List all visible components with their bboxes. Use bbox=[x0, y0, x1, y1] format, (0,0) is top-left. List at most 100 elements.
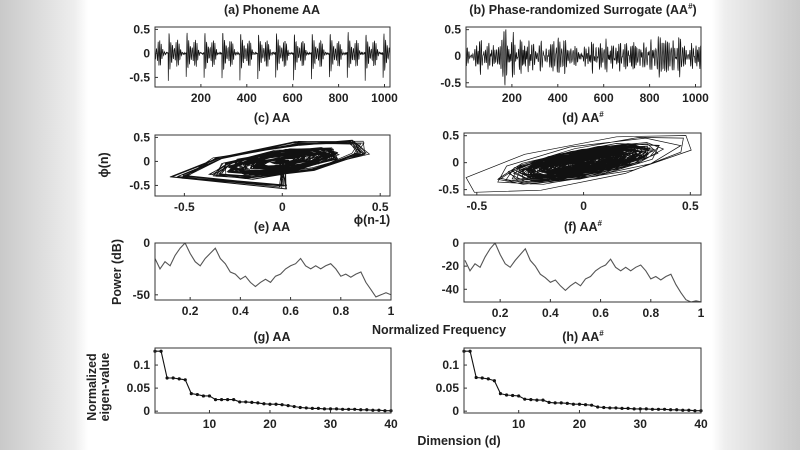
data-point-g-22 bbox=[280, 403, 284, 407]
axes-box-a bbox=[154, 26, 391, 88]
data-point-h-5 bbox=[486, 377, 490, 381]
ytick-label-g: 0.1 bbox=[133, 358, 150, 372]
ytick-label-f: 0 bbox=[452, 236, 459, 250]
ytick-label-d: 0.5 bbox=[442, 129, 459, 143]
data-point-g-23 bbox=[286, 404, 290, 408]
xtick-label-f: 1 bbox=[698, 306, 705, 320]
data-point-g-28 bbox=[316, 406, 320, 410]
data-point-h-8 bbox=[504, 393, 509, 397]
data-point-g-11 bbox=[213, 398, 218, 402]
data-point-g-39 bbox=[383, 409, 387, 413]
data-point-g-13 bbox=[226, 398, 230, 402]
data-point-g-27 bbox=[310, 406, 314, 410]
panel-c: -0.5 0 0.5 -0.5 0 0.5 bbox=[129, 130, 391, 214]
data-point-g-35 bbox=[359, 408, 363, 412]
data-point-h-30 bbox=[638, 407, 642, 411]
data-point-h-27 bbox=[620, 406, 624, 410]
ytick-label-b: 0 bbox=[454, 49, 461, 63]
title-f: (f) AA# bbox=[564, 219, 603, 234]
data-point-g-19 bbox=[262, 402, 266, 406]
title-c: (c) AA bbox=[254, 111, 290, 125]
data-point-g-37 bbox=[371, 408, 375, 412]
ytick-label-e: 0 bbox=[143, 236, 150, 250]
data-point-h-34 bbox=[662, 407, 667, 411]
data-point-h-19 bbox=[571, 402, 575, 406]
ytick-label-d: 0 bbox=[452, 156, 459, 170]
ytick-label-b: -0.5 bbox=[440, 76, 461, 90]
xtick-label-f: 0.6 bbox=[592, 306, 609, 320]
data-point-g-21 bbox=[274, 402, 278, 406]
data-point-g-14 bbox=[232, 398, 236, 402]
data-point-g-3 bbox=[165, 376, 169, 380]
series-line-g bbox=[155, 350, 391, 412]
ylabel-power: Power (dB) bbox=[110, 239, 124, 305]
xtick-label-e: 0.2 bbox=[182, 304, 199, 318]
data-point-g-20 bbox=[268, 402, 272, 406]
data-point-g-24 bbox=[292, 404, 296, 409]
ytick-label-c: 0.5 bbox=[133, 130, 150, 144]
data-point-h-13 bbox=[535, 398, 539, 402]
data-point-g-7 bbox=[189, 392, 193, 396]
data-point-g-18 bbox=[256, 401, 260, 405]
left-margin bbox=[0, 0, 88, 450]
title-d: (d) AA# bbox=[562, 110, 604, 125]
xtick-label-h: 40 bbox=[694, 417, 708, 431]
xtick-label-b: 200 bbox=[502, 91, 522, 105]
data-point-g-25 bbox=[298, 405, 302, 410]
panel-b: 200 400 600 800 1000 -0.5 0 0.5 bbox=[440, 23, 709, 105]
xtick-label-h: 30 bbox=[634, 417, 648, 431]
ylabel-eigen-value: eigen-value bbox=[98, 353, 112, 422]
data-point-g-8 bbox=[195, 392, 199, 397]
data-point-h-24 bbox=[602, 405, 606, 410]
axes-box-f bbox=[463, 242, 702, 303]
xtick-label-a: 600 bbox=[283, 91, 303, 105]
xtick-label-e: 1 bbox=[388, 304, 395, 318]
xtick-label-d: -0.5 bbox=[466, 199, 487, 213]
xtick-label-a: 800 bbox=[329, 91, 349, 105]
xtick-label-e: 0.4 bbox=[232, 304, 249, 318]
data-point-g-16 bbox=[244, 400, 248, 404]
axes-box-d bbox=[463, 132, 702, 196]
xtick-label-f: 0.4 bbox=[542, 306, 559, 320]
data-point-h-20 bbox=[577, 402, 582, 406]
data-point-g-34 bbox=[353, 407, 357, 411]
data-point-g-38 bbox=[377, 408, 381, 412]
data-point-h-35 bbox=[669, 408, 673, 412]
data-point-h-12 bbox=[529, 398, 533, 402]
data-point-g-4 bbox=[171, 376, 175, 380]
panel-g: 10 20 30 40 0 0.05 0.1 bbox=[127, 347, 398, 431]
ytick-label-h: 0.1 bbox=[442, 358, 459, 372]
ytick-label-a: -0.5 bbox=[129, 70, 150, 84]
series-line-d bbox=[465, 135, 692, 193]
data-point-g-12 bbox=[219, 398, 224, 402]
series-line-a bbox=[155, 32, 390, 81]
ytick-label-c: -0.5 bbox=[129, 178, 150, 192]
data-point-h-32 bbox=[650, 407, 654, 411]
series-line-h bbox=[464, 350, 701, 412]
data-point-h-3 bbox=[474, 375, 478, 380]
xtick-label-f: 0.8 bbox=[642, 306, 659, 320]
ytick-label-c: 0 bbox=[143, 154, 150, 168]
axes-box-b bbox=[465, 26, 702, 88]
data-point-g-9 bbox=[201, 394, 206, 398]
data-point-h-33 bbox=[656, 407, 661, 411]
series-line-e bbox=[155, 243, 391, 298]
data-point-h-18 bbox=[565, 401, 569, 405]
xtick-label-f: 0.2 bbox=[492, 306, 509, 320]
data-point-g-30 bbox=[328, 407, 333, 411]
xlabel-phi-n-minus-1: ϕ(n-1) bbox=[354, 213, 390, 227]
panel-a: 200 400 600 800 1000 -0.5 0 0.5 bbox=[129, 22, 398, 105]
data-point-h-6 bbox=[492, 379, 496, 383]
series-line-b bbox=[466, 29, 701, 86]
ytick-label-h: 0.05 bbox=[436, 381, 460, 395]
xtick-label-a: 200 bbox=[191, 91, 211, 105]
xtick-label-b: 1000 bbox=[682, 91, 709, 105]
xtick-label-c: -0.5 bbox=[174, 200, 195, 214]
xtick-label-d: 0 bbox=[580, 199, 587, 213]
xtick-label-e: 0.6 bbox=[282, 304, 299, 318]
data-point-h-29 bbox=[632, 407, 636, 411]
right-margin bbox=[712, 0, 800, 450]
ytick-label-e: -50 bbox=[133, 288, 151, 302]
axes-box-e bbox=[154, 242, 392, 301]
